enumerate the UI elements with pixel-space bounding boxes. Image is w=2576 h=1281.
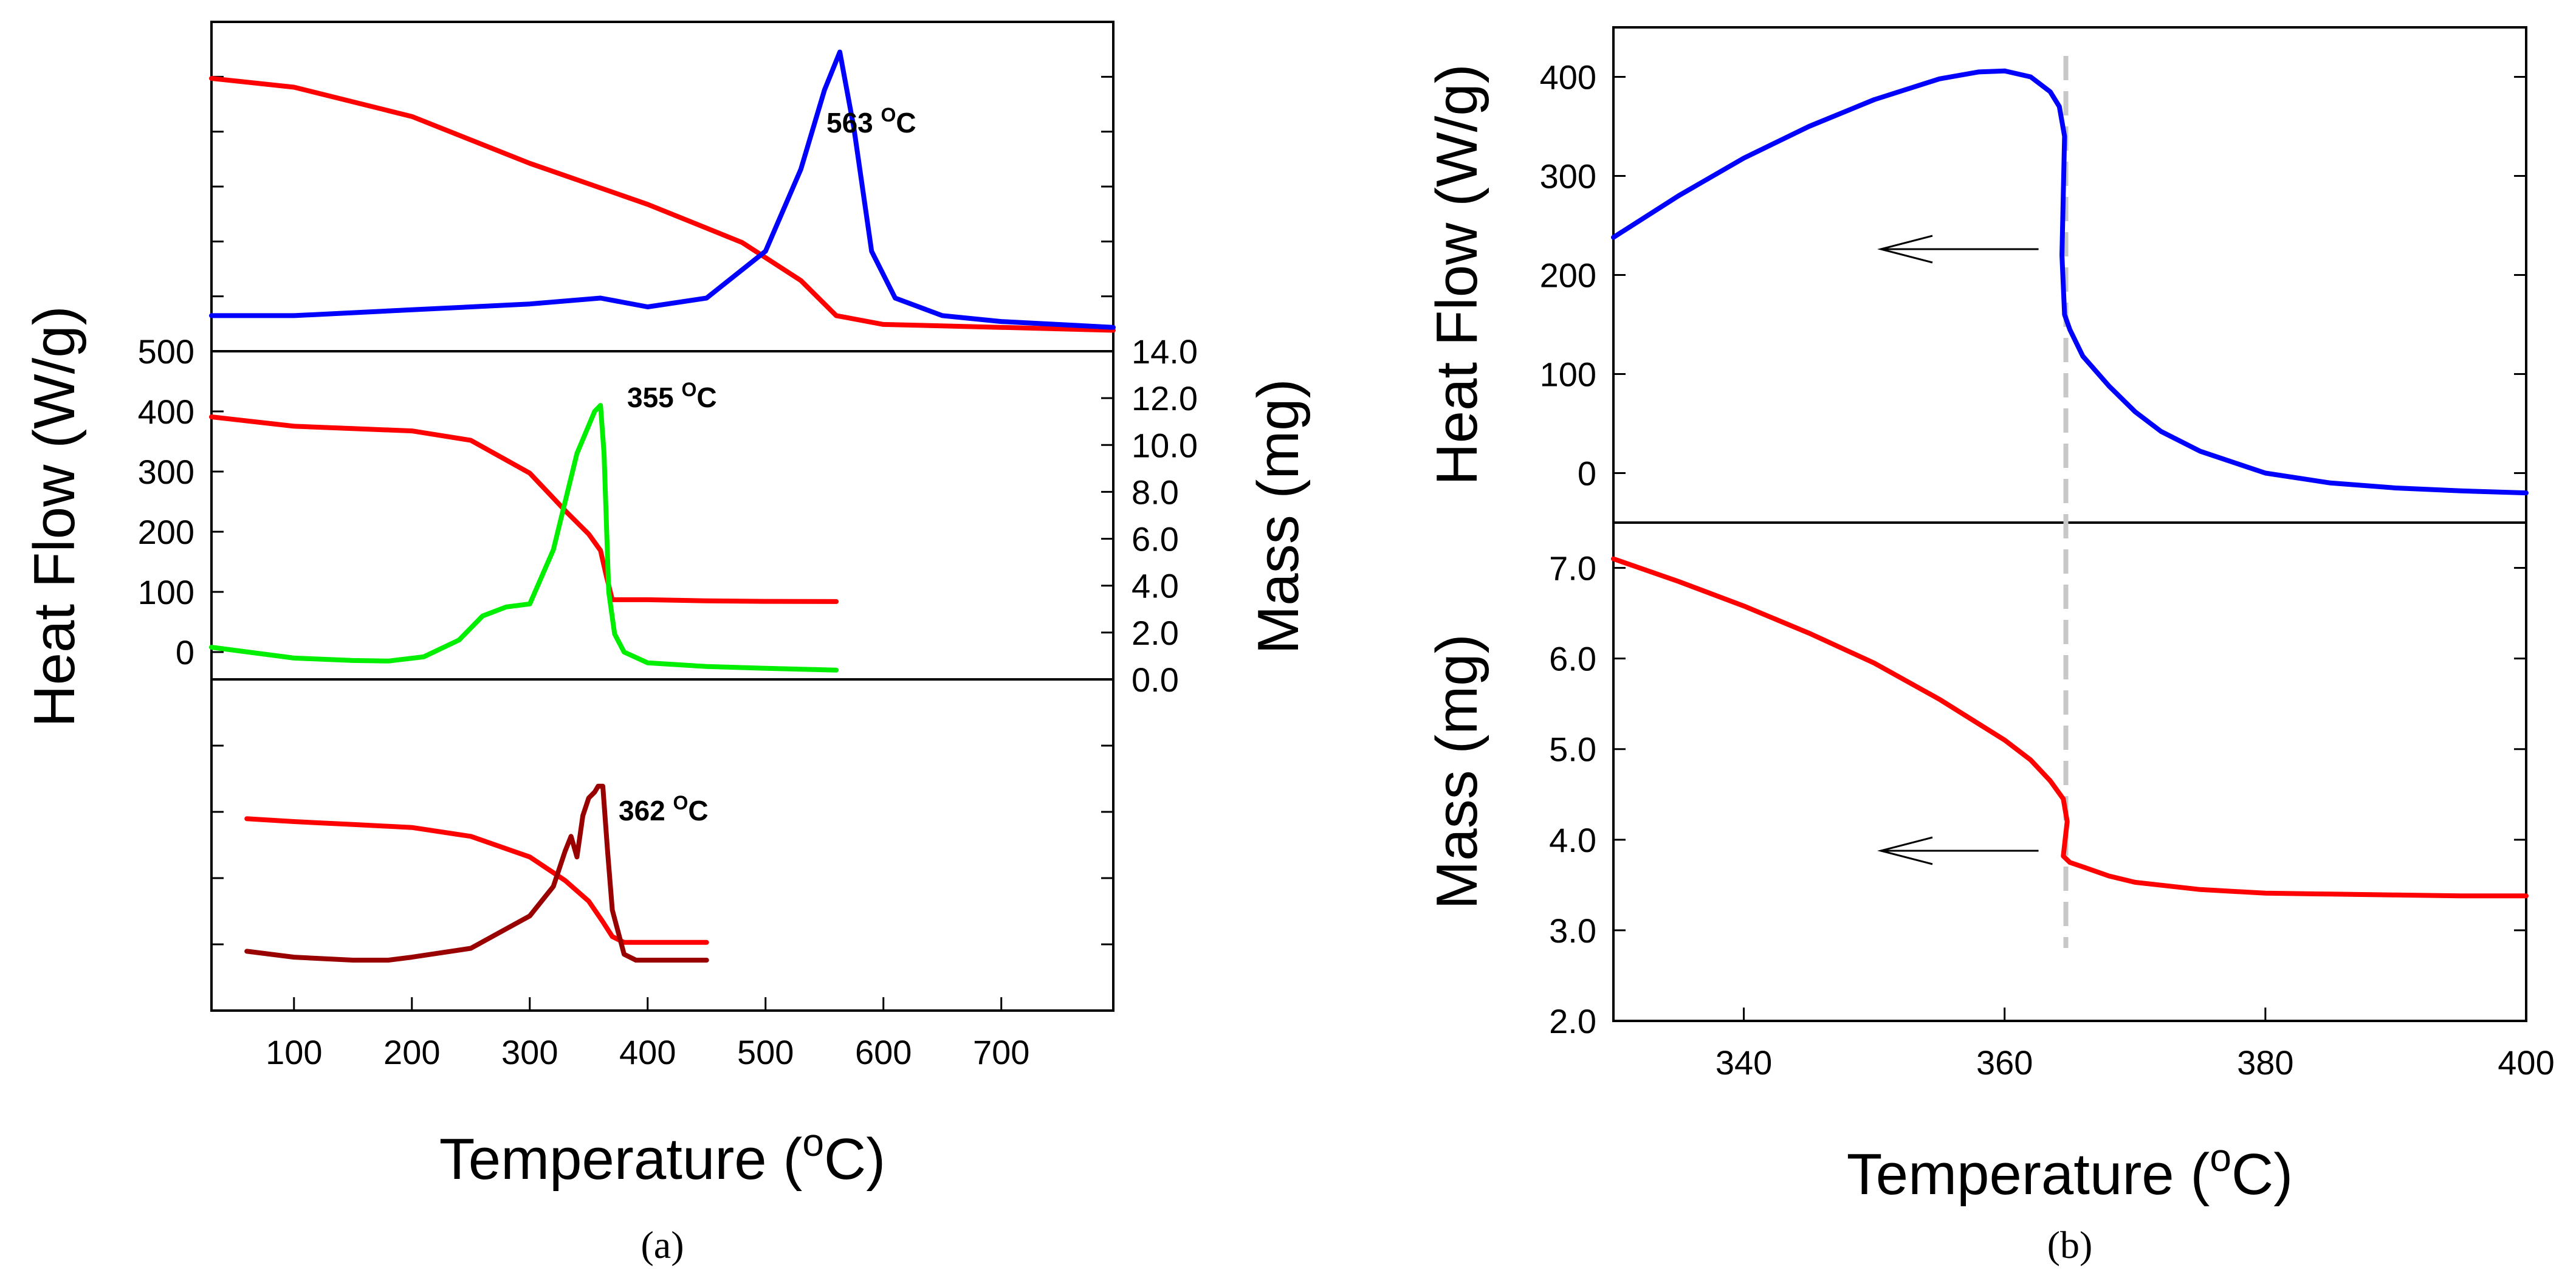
panel-a-annotations: 563 OC 355 OC 362 OC: [619, 104, 916, 826]
panel-b-mass-tick-label: 4.0: [1549, 821, 1596, 859]
panel-b-ticks: 340 360 380 400 0 100 200 300 400 2.0 3.0 4.0 5.0 6.0…: [1540, 58, 2555, 1082]
panel-b-x-tick-label: 380: [2237, 1043, 2293, 1082]
panel-a-x-axis-label: Temperature (oC): [439, 1121, 885, 1192]
panel-b-heat-flow-series-line: [1611, 68, 2529, 496]
panel-a-y-axis-label-right: Mass (mg): [1246, 379, 1311, 654]
panel-a-x-tick-label: 700: [973, 1033, 1029, 1071]
panel-b: 340 360 380 400 0 100 200 300 400 2.0 3.0 4.0 5.0 6.0…: [1424, 26, 2555, 1266]
panel-b-heat-flow-tick-label: 300: [1540, 157, 1596, 196]
panel-a-mass-tick-label: 10.0: [1132, 426, 1198, 464]
panel-a-bottom-series-line: [244, 783, 709, 963]
panel-a-x-tick-label: 500: [737, 1033, 794, 1071]
panel-a-top-series-line: [209, 76, 1116, 333]
panel-a-heat-flow-tick-label: 0: [176, 633, 194, 671]
panel-a-heat-flow-tick-label: 400: [138, 393, 194, 431]
panel-b-heat-flow-tick-label: 400: [1540, 58, 1596, 97]
panel-b-heat-flow-tick-label: 100: [1540, 355, 1596, 394]
panel-b-mass-tick-label: 6.0: [1549, 640, 1596, 678]
left-arrow-head-icon: [1877, 235, 1933, 264]
panel-b-mass-tick-label: 2.0: [1549, 1002, 1596, 1040]
panel-a-mass-tick-label: 2.0: [1132, 614, 1179, 652]
panel-b-mass-tick-label: 5.0: [1549, 730, 1596, 769]
panel-b-x-tick-label: 400: [2498, 1043, 2554, 1082]
panel-a-middle-mass-series-line: [209, 414, 839, 604]
panel-b-x-tick-label: 340: [1716, 1043, 1772, 1082]
panel-a-bottom-peak-annotation: 362 OC: [619, 792, 709, 826]
panel-a-x-tick-label: 600: [855, 1033, 912, 1071]
panel-a-middle-heat_flow-series-line: [209, 403, 839, 673]
panel-a-mass-tick-label: 12.0: [1132, 379, 1198, 417]
panel-b-heat-flow-tick-label: 200: [1540, 256, 1596, 295]
panel-b-mass-series-line: [1611, 556, 2529, 899]
panel-b-x-tick-label: 360: [1976, 1043, 2033, 1082]
panel-a-x-tick-label: 300: [501, 1033, 558, 1071]
panel-a-mass-tick-label: 4.0: [1132, 567, 1179, 605]
panel-b-heat-flow-tick-label: 0: [1578, 455, 1596, 493]
panel-a-mass-tick-label: 6.0: [1132, 520, 1179, 558]
panel-b-label: (b): [2047, 1223, 2093, 1266]
panel-a-heat-flow-tick-label: 200: [138, 513, 194, 551]
panel-a-top-peak-annotation: 563 OC: [826, 104, 916, 139]
panel-a-curves: [209, 49, 1116, 963]
panel-a-heat-flow-tick-label: 500: [138, 332, 194, 371]
panel-a-top-frame: [210, 21, 1115, 352]
panel-b-curves: [1611, 68, 2529, 899]
panel-a-label: (a): [641, 1223, 684, 1266]
panel-a-heat-flow-tick-label: 100: [138, 573, 194, 611]
left-arrow-head-icon: [1877, 836, 1933, 865]
panel-b-bottom-y-axis-label: Mass (mg): [1424, 634, 1489, 909]
panel-a-bottom-frame: [210, 678, 1115, 1012]
panel-a-ticks: 100 200 300 400 500 600 700 0 100 200 300 400 500 0.0…: [138, 75, 1198, 1071]
panel-b-top-y-axis-label: Heat Flow (W/g): [1424, 64, 1489, 485]
panel-a-top-series-line: [209, 49, 1116, 330]
panel-a-middle-peak-annotation: 355 OC: [627, 379, 717, 413]
panel-b-x-axis-label: Temperature (oC): [1847, 1136, 2293, 1207]
panel-a-mass-tick-label: 14.0: [1132, 332, 1198, 371]
panel-a-x-tick-label: 400: [619, 1033, 676, 1071]
panel-a-mass-tick-label: 8.0: [1132, 473, 1179, 511]
panel-a-y-axis-label-left: Heat Flow (W/g): [22, 306, 87, 727]
panel-a-x-tick-label: 200: [383, 1033, 440, 1071]
panel-b-mass-tick-label: 3.0: [1549, 912, 1596, 950]
panel-b-bottom-frame: [1612, 521, 2527, 1022]
panel-b-mass-tick-label: 7.0: [1549, 549, 1596, 588]
panel-a-heat-flow-tick-label: 300: [138, 453, 194, 491]
panel-a-mass-tick-label: 0.0: [1132, 661, 1179, 699]
panel-a-x-tick-label: 100: [266, 1033, 322, 1071]
panel-a-bottom-series-line: [244, 816, 709, 945]
panel-b-top-frame: [1612, 26, 2527, 524]
panel-b-arrows: [1877, 235, 2039, 865]
panel-a: 100 200 300 400 500 600 700 0 100 200 300 400 500 0.0…: [22, 21, 1311, 1266]
